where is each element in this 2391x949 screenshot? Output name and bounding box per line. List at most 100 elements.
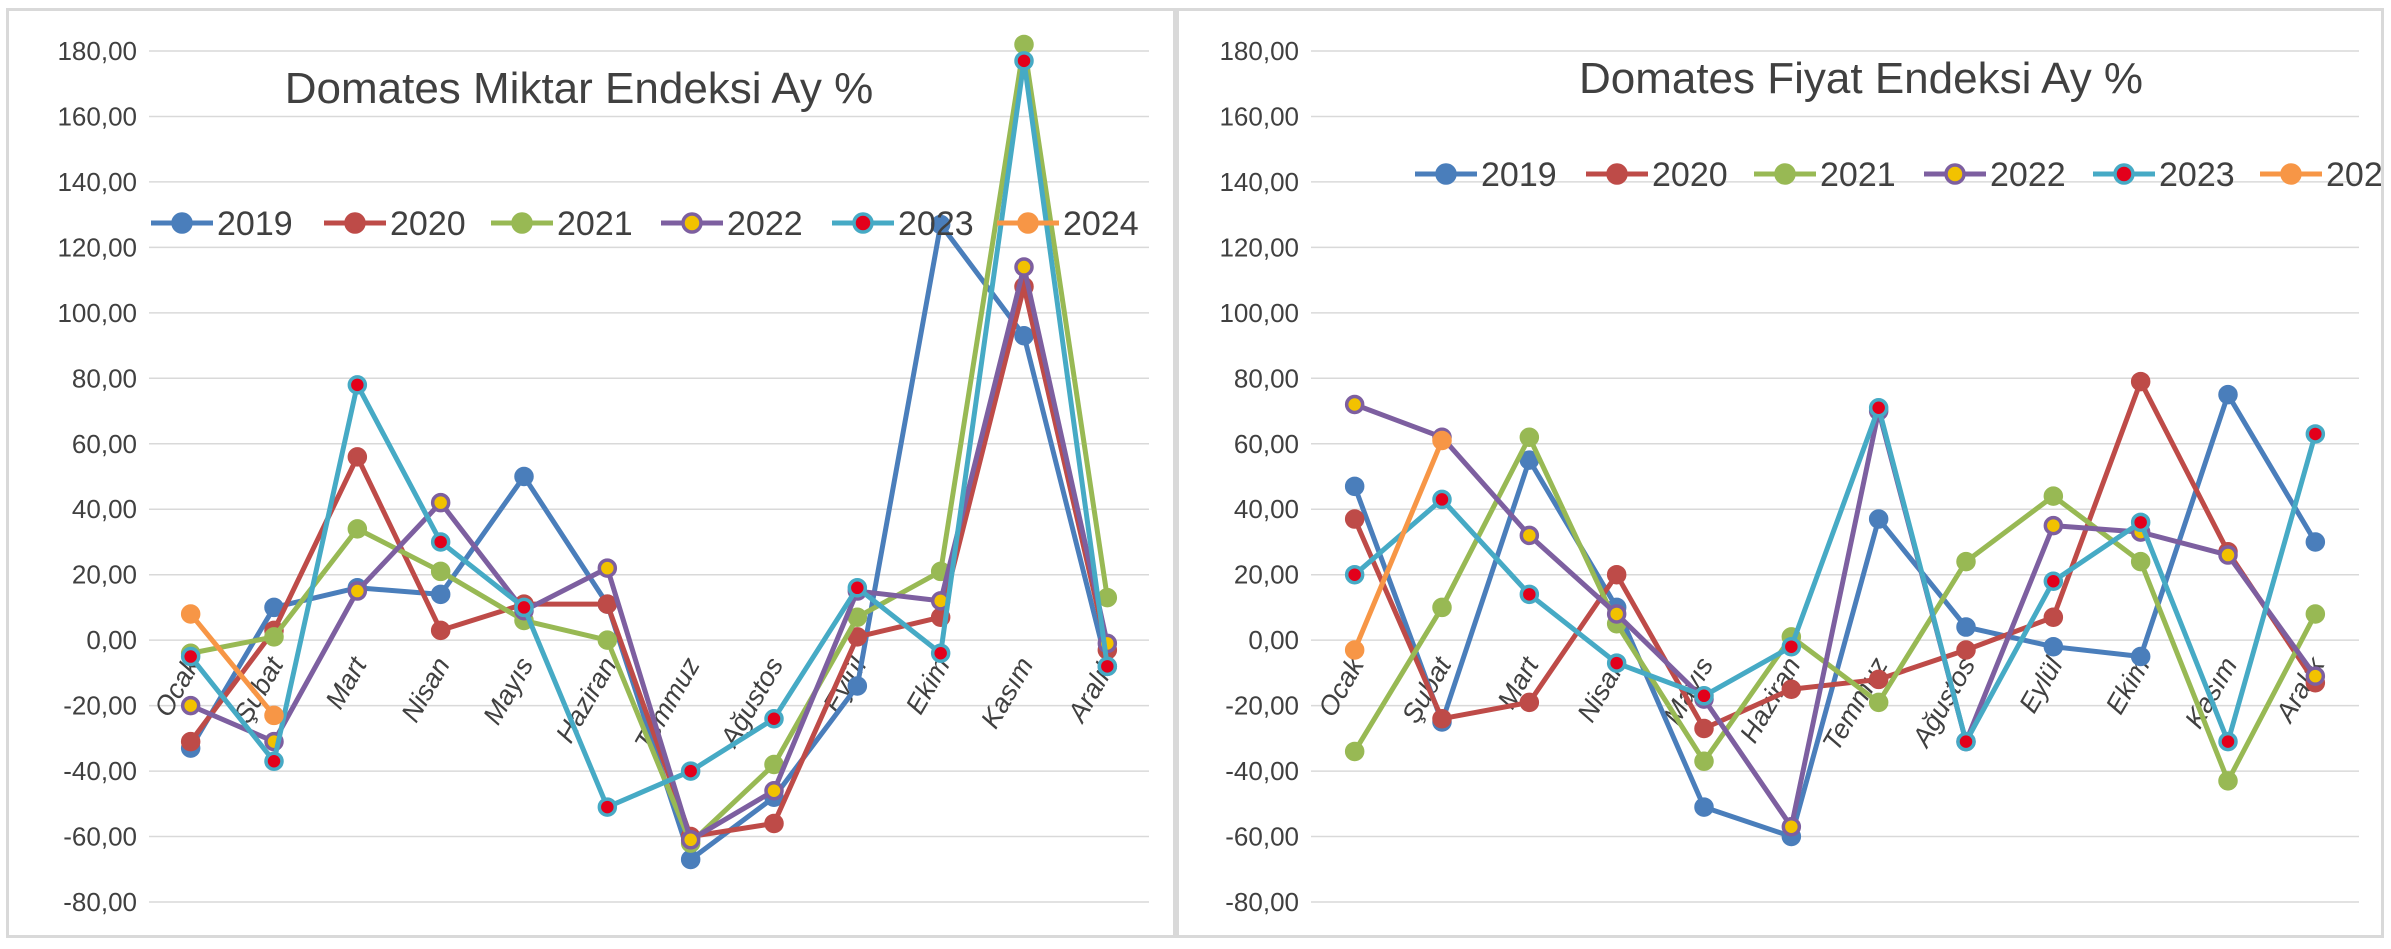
legend-item-2022: 2022 [1924, 156, 2066, 194]
data-point [430, 561, 451, 582]
legend-swatch-marker [1774, 163, 1796, 185]
y-axis-tick-labels: 180,00 160,00 140,00 120,00 100,00 80,00 60,00… [57, 36, 137, 917]
data-point [514, 466, 534, 487]
y-tick-label: -40,00 [63, 756, 137, 786]
gridlines [149, 50, 1149, 903]
legend-label: 2020 [1652, 156, 1728, 194]
data-point [930, 643, 951, 663]
data-point [1781, 636, 1802, 657]
data-point [597, 630, 618, 650]
data-point [847, 627, 868, 647]
legend: 2019 2020 2021 2022 2023 2024 [1415, 156, 2381, 194]
data-point [514, 597, 534, 618]
data-point [1694, 751, 1714, 772]
y-tick-label: 0,00 [86, 625, 137, 655]
x-axis-category-labels: Ocak Şubat Mart Nisan Mayıs Haziran Temmuz Ağus… [1312, 651, 2331, 756]
data-point [1432, 708, 1452, 729]
y-tick-label: -20,00 [1225, 691, 1299, 721]
data-point [2305, 666, 2326, 686]
y-tick-label: 60,00 [72, 429, 137, 459]
data-point [597, 594, 618, 614]
data-point [1014, 257, 1034, 277]
legend-label: 2023 [2159, 156, 2235, 194]
legend-item-2021: 2021 [491, 205, 633, 243]
data-point [1344, 640, 1365, 660]
y-tick-label: 140,00 [57, 167, 137, 197]
data-point [180, 604, 201, 624]
y-tick-label: 20,00 [1234, 560, 1299, 590]
y-tick-label: -20,00 [63, 691, 137, 721]
y-tick-label: 60,00 [1234, 429, 1299, 459]
legend-label: 2021 [1820, 156, 1896, 194]
y-tick-label: 100,00 [1219, 298, 1299, 328]
y-tick-label: -80,00 [1225, 887, 1299, 917]
data-point [264, 751, 284, 772]
legend-swatch-marker [344, 212, 366, 234]
data-point [2305, 604, 2326, 624]
y-tick-label: 100,00 [57, 298, 137, 328]
price-index-chart: 180,00 160,00 140,00 120,00 100,00 80,00 60,00… [1219, 36, 2381, 917]
data-point [1606, 564, 1627, 585]
data-point [1344, 564, 1365, 585]
quantity-index-chart: 180,00 160,00 140,00 120,00 100,00 80,00 60,00… [57, 34, 1149, 917]
x-category-label: Ağustos [713, 652, 789, 753]
gridlines [1311, 50, 2359, 903]
series-line-2024 [1352, 439, 1445, 651]
data-point [1344, 509, 1365, 529]
data-point [430, 532, 451, 552]
data-point [2130, 371, 2151, 392]
data-point [597, 558, 618, 578]
series-line-2022 [1353, 402, 2318, 830]
data-point [1606, 604, 1627, 624]
y-tick-label: 40,00 [1234, 494, 1299, 524]
series-2023 [1344, 398, 2326, 752]
data-point [1606, 653, 1627, 673]
y-tick-label: 0,00 [1248, 625, 1299, 655]
data-point [1956, 731, 1976, 752]
legend: 2019 2020 2021 2022 2023 2024 [151, 205, 1139, 243]
legend-label: 2019 [1481, 156, 1557, 194]
data-point [2043, 607, 2064, 627]
legend-label: 2021 [557, 205, 633, 243]
y-tick-label: -60,00 [1225, 822, 1299, 852]
legend-swatch-marker [2280, 163, 2302, 185]
x-category-label: Ekim [900, 652, 956, 719]
data-point [930, 214, 951, 235]
data-point [180, 646, 201, 667]
series-2024 [1344, 430, 1452, 660]
data-point [1014, 51, 1034, 71]
legend-swatch-marker [681, 212, 703, 234]
data-point [847, 607, 868, 627]
legend-label: 2023 [898, 205, 974, 243]
data-point [847, 578, 868, 598]
legend-item-2020: 2020 [1586, 156, 1728, 194]
legend-swatch-marker [2113, 163, 2135, 185]
series-2023 [180, 51, 1118, 817]
series-line-2022 [189, 264, 1110, 843]
data-point [2043, 515, 2064, 536]
legend-swatch-marker [1944, 163, 1966, 185]
series-line-2020 [1352, 379, 2318, 732]
legend-swatch-marker [171, 212, 193, 234]
data-point [1868, 509, 1889, 529]
data-point [1344, 476, 1365, 497]
legend-item-2019: 2019 [151, 205, 293, 243]
data-point [430, 620, 451, 641]
data-point [847, 676, 868, 696]
y-tick-label: -60,00 [63, 822, 137, 852]
data-point [764, 754, 784, 775]
data-point [180, 695, 201, 716]
y-tick-label: 180,00 [1219, 36, 1299, 66]
y-tick-label: 160,00 [1219, 101, 1299, 131]
data-point [1694, 718, 1714, 739]
data-point [1868, 692, 1889, 713]
data-point [347, 519, 368, 539]
data-point [1344, 741, 1365, 762]
legend-swatch-marker [1606, 163, 1628, 185]
data-point [764, 708, 784, 729]
series-line-2023 [1353, 405, 2318, 745]
quantity-index-chart-panel: 180,00 160,00 140,00 120,00 100,00 80,00 60,00… [6, 8, 1176, 938]
legend-item-2019: 2019 [1415, 156, 1557, 194]
legend-label: 2019 [217, 205, 293, 243]
data-point [2130, 512, 2151, 533]
